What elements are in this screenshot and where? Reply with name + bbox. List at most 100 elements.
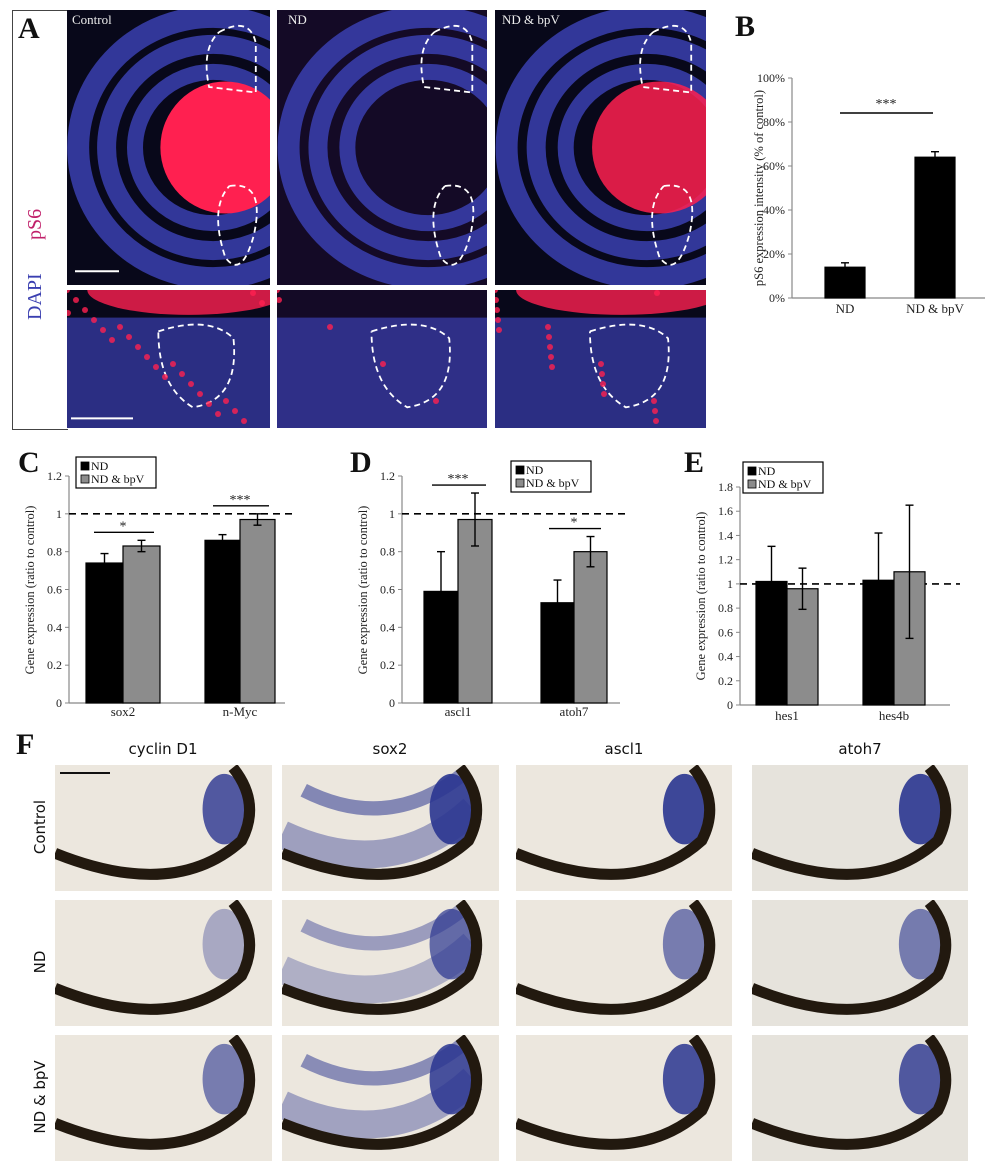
bar-nd-atoh7: [540, 602, 575, 704]
panel-a-letter: A: [18, 12, 40, 45]
lens: [592, 81, 706, 214]
y-tick-label: 1: [56, 507, 62, 521]
legend-swatch: [747, 479, 757, 489]
category-label: atoh7: [560, 704, 589, 719]
bar-nd-ascl1: [423, 590, 459, 704]
y-tick-label: 0.6: [380, 583, 395, 597]
category-label: hes1: [775, 708, 799, 723]
bar-ndbpv-nMyc: [239, 518, 276, 704]
legend: [742, 461, 824, 494]
significance-stars: ***: [448, 472, 469, 487]
ish-micrograph-atoh7-3: [752, 1035, 968, 1161]
legend: [75, 456, 157, 489]
bar-ndbpv-hes1: [786, 588, 819, 706]
y-tick-label: 0.8: [380, 545, 395, 559]
bar-nd-hes1: [755, 580, 788, 706]
cmz-outline: [651, 184, 694, 266]
f-row-control: Control: [31, 799, 49, 855]
pigment-epithelium: [282, 900, 483, 1015]
micrograph-zoom-2: [277, 290, 487, 428]
stain-domain: [429, 1043, 473, 1115]
ish-micrograph-cyclin-D1-2: [55, 900, 272, 1026]
y-tick-label: 0: [389, 696, 395, 710]
ish-micrograph-sox2-3: [282, 1035, 499, 1161]
f-row-nd-bpv: ND & bpV: [31, 1060, 49, 1134]
y-tick-label: 0%: [769, 291, 785, 305]
category-label: sox2: [111, 704, 136, 719]
bar-series-ND: [824, 266, 866, 299]
y-tick-label: 1: [389, 507, 395, 521]
stain-domain: [662, 773, 707, 845]
y-tick-label: 0.4: [380, 620, 395, 634]
y-tick-label: 20%: [763, 247, 785, 261]
column-title-control: Control: [72, 12, 112, 27]
y-tick-label: 100%: [757, 71, 785, 85]
column-title-nd-bpv: ND & bpV: [502, 12, 560, 27]
panel-a-label-box: [12, 10, 68, 430]
pigment-epithelium: [752, 1035, 952, 1150]
pigment-epithelium: [282, 765, 483, 880]
legend-swatch: [515, 465, 525, 475]
f-row-nd: ND: [31, 950, 49, 974]
y-axis-label: Gene expression (ratio to control): [356, 506, 370, 675]
legend-swatch: [747, 466, 757, 476]
y-tick-label: 1.2: [380, 469, 395, 483]
category-label: n-Myc: [223, 704, 258, 719]
y-axis-label: Gene expression (ratio to control): [23, 506, 37, 675]
cmz-outline: [217, 184, 258, 266]
pigment-epithelium: [752, 765, 952, 880]
chart-E: 0 0.2 0.4 0.6 0.8 1 1.2 1.4 1.6 1.8 Gene expressio…: [694, 461, 960, 723]
y-tick-label: 1.8: [718, 480, 733, 494]
pigment-epithelium: [516, 900, 716, 1015]
y-tick-label: 0.8: [47, 545, 62, 559]
y-tick-label: 40%: [763, 203, 785, 217]
ish-micrograph-cyclin-D1-3: [55, 1035, 272, 1161]
legend-label: ND: [91, 459, 109, 473]
legend-label: ND & bpV: [526, 476, 580, 490]
cmz-outline: [157, 323, 236, 409]
y-tick-label: 1.4: [718, 528, 733, 542]
stain-legend: DAPI pS6: [22, 180, 52, 330]
stain-domain: [202, 908, 246, 980]
legend-swatch: [80, 474, 90, 484]
cmz-outline: [205, 24, 257, 94]
column-title-nd: ND: [288, 12, 307, 27]
stain-domain: [202, 773, 246, 845]
micrograph-overview-1: [67, 10, 270, 285]
pigment-epithelium: [55, 765, 256, 880]
pigment-epithelium: [55, 1035, 256, 1150]
bar-ndbpv-hes4b: [893, 571, 926, 706]
bar-ndbpv-sox2: [122, 545, 161, 704]
y-axis-label: pS6 expression intensity (% of control): [752, 90, 766, 286]
f-column-ascl1: ascl1: [604, 740, 644, 758]
pigment-epithelium: [516, 1035, 716, 1150]
panel-d-letter: D: [350, 446, 372, 479]
y-tick-label: 80%: [763, 115, 785, 129]
ish-micrograph-ascl1-2: [516, 900, 732, 1026]
stain-label-ps6: pS6: [24, 208, 46, 240]
chart-B: 0% 20% 40% 60% 80% 100% pS6 expression intensi…: [752, 71, 985, 316]
y-tick-label: 0.8: [718, 601, 733, 615]
bar-ndbpv-ascl1: [457, 518, 493, 704]
bar-nd-nMyc: [204, 539, 241, 704]
y-tick-label: 0.2: [718, 674, 733, 688]
pigment-epithelium: [282, 1035, 483, 1150]
ish-micrograph-cyclin-D1-1: [55, 765, 272, 891]
y-tick-label: 60%: [763, 159, 785, 173]
y-tick-label: 0.2: [47, 658, 62, 672]
legend-label: ND: [526, 463, 544, 477]
y-tick-label: 0.6: [47, 583, 62, 597]
cmz-outline: [370, 323, 451, 409]
y-tick-label: 0: [56, 696, 62, 710]
legend-label: ND & bpV: [758, 477, 812, 491]
lens: [160, 81, 270, 214]
significance-stars: *: [571, 516, 578, 531]
pigment-epithelium: [55, 900, 256, 1015]
category-label: ND: [836, 301, 855, 316]
y-tick-label: 1.2: [47, 469, 62, 483]
stain-domain: [662, 908, 707, 980]
stain-label-dapi: DAPI: [24, 273, 46, 320]
stain-domain: [898, 908, 943, 980]
y-axis-label: Gene expression (ratio to control): [694, 512, 708, 681]
micrograph-zoom-3: [495, 290, 706, 428]
